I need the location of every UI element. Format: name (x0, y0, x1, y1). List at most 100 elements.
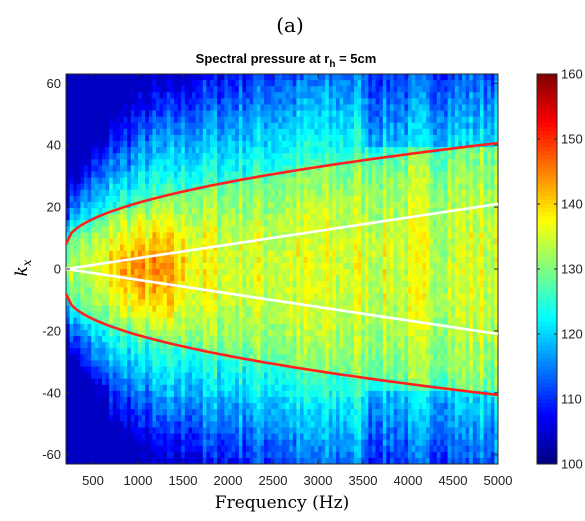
heatmap-cell (238, 134, 243, 142)
heatmap-cell (300, 384, 304, 392)
heatmap-cell (73, 104, 78, 111)
heatmap-cell (332, 378, 337, 386)
heatmap-cell (228, 238, 232, 246)
heatmap-cell (285, 384, 290, 392)
heatmap-cell (228, 195, 232, 203)
heatmap-cell (206, 342, 211, 349)
heatmap-cell (120, 110, 124, 118)
heatmap-cell (264, 98, 268, 105)
heatmap-cell (73, 183, 78, 191)
heatmap-cell (148, 147, 153, 154)
heatmap-cell (278, 201, 283, 209)
heatmap-cell (116, 195, 121, 203)
heatmap-cell (325, 86, 330, 93)
heatmap-cell (238, 98, 243, 105)
heatmap-cell (152, 244, 157, 252)
heatmap-cell (188, 384, 193, 392)
heatmap-cell (141, 269, 146, 276)
heatmap-cell (328, 153, 333, 160)
heatmap-cell (145, 122, 150, 130)
heatmap-cell (195, 171, 200, 178)
heatmap-cell (253, 366, 258, 373)
heatmap-cell (278, 177, 283, 185)
heatmap-cell (220, 299, 225, 306)
heatmap-cell (292, 372, 297, 380)
heatmap-cell (152, 384, 157, 392)
heatmap-cell (282, 275, 286, 282)
heatmap-cell (292, 165, 297, 172)
heatmap-cell (303, 433, 308, 441)
heatmap-cell (278, 372, 283, 380)
heatmap-cell (195, 104, 200, 111)
heatmap-cell (184, 220, 189, 227)
heatmap-cell (336, 415, 340, 422)
heatmap-cell (188, 409, 193, 416)
heatmap-cell (181, 189, 186, 197)
heatmap-cell (87, 183, 92, 191)
heatmap-cell (256, 427, 261, 434)
heatmap-cell (289, 201, 294, 209)
heatmap-cell (325, 281, 330, 288)
heatmap-cell (123, 311, 128, 319)
heatmap-cell (192, 141, 196, 148)
heatmap-cell (220, 433, 225, 441)
heatmap-cell (188, 80, 193, 87)
heatmap-cell (174, 287, 178, 294)
heatmap-cell (112, 189, 117, 197)
heatmap-cell (127, 451, 132, 459)
heatmap-cell (260, 451, 265, 459)
heatmap-cell (195, 141, 200, 148)
heatmap-cell (213, 439, 218, 447)
heatmap-cell (76, 336, 81, 343)
heatmap-cell (246, 183, 250, 191)
heatmap-cell (231, 183, 236, 191)
heatmap-cell (282, 372, 286, 380)
heatmap-cell (314, 323, 319, 331)
heatmap-cell (256, 366, 261, 373)
heatmap-cell (188, 293, 193, 300)
heatmap-cell (220, 116, 225, 124)
heatmap-cell (246, 232, 250, 239)
heatmap-cell (181, 256, 186, 264)
heatmap-cell (278, 256, 283, 264)
heatmap-cell (84, 147, 88, 154)
heatmap-cell (228, 342, 232, 349)
heatmap-cell (98, 256, 103, 264)
heatmap-cell (325, 220, 330, 227)
heatmap-cell (148, 226, 153, 233)
heatmap-cell (141, 433, 146, 441)
heatmap-cell (120, 220, 124, 227)
heatmap-cell (318, 342, 322, 349)
heatmap-cell (260, 153, 265, 160)
heatmap-cell (174, 433, 178, 441)
heatmap-cell (242, 336, 247, 343)
heatmap-cell (332, 281, 337, 288)
heatmap-cell (177, 195, 182, 203)
heatmap-cell (91, 208, 96, 215)
heatmap-cell (202, 305, 207, 313)
heatmap-cell (84, 250, 88, 258)
heatmap-cell (238, 403, 243, 410)
heatmap-cell (152, 104, 157, 111)
heatmap-cell (289, 439, 294, 447)
heatmap-cell (127, 311, 132, 319)
heatmap-cell (303, 214, 308, 221)
heatmap-cell (138, 457, 142, 465)
heatmap-cell (102, 275, 106, 282)
heatmap-cell (177, 250, 182, 258)
heatmap-cell (181, 250, 186, 258)
heatmap-cell (188, 269, 193, 276)
heatmap-cell (343, 342, 348, 349)
heatmap-cell (242, 74, 247, 81)
heatmap-cell (249, 384, 254, 392)
heatmap-cell (253, 244, 258, 252)
heatmap-cell (206, 189, 211, 197)
heatmap-cell (217, 214, 222, 221)
heatmap-cell (192, 226, 196, 233)
heatmap-cell (339, 189, 344, 197)
heatmap-cell (217, 457, 222, 465)
heatmap-cell (314, 86, 319, 93)
heatmap-cell (256, 110, 261, 118)
heatmap-cell (202, 390, 207, 398)
heatmap-cell (120, 287, 124, 294)
